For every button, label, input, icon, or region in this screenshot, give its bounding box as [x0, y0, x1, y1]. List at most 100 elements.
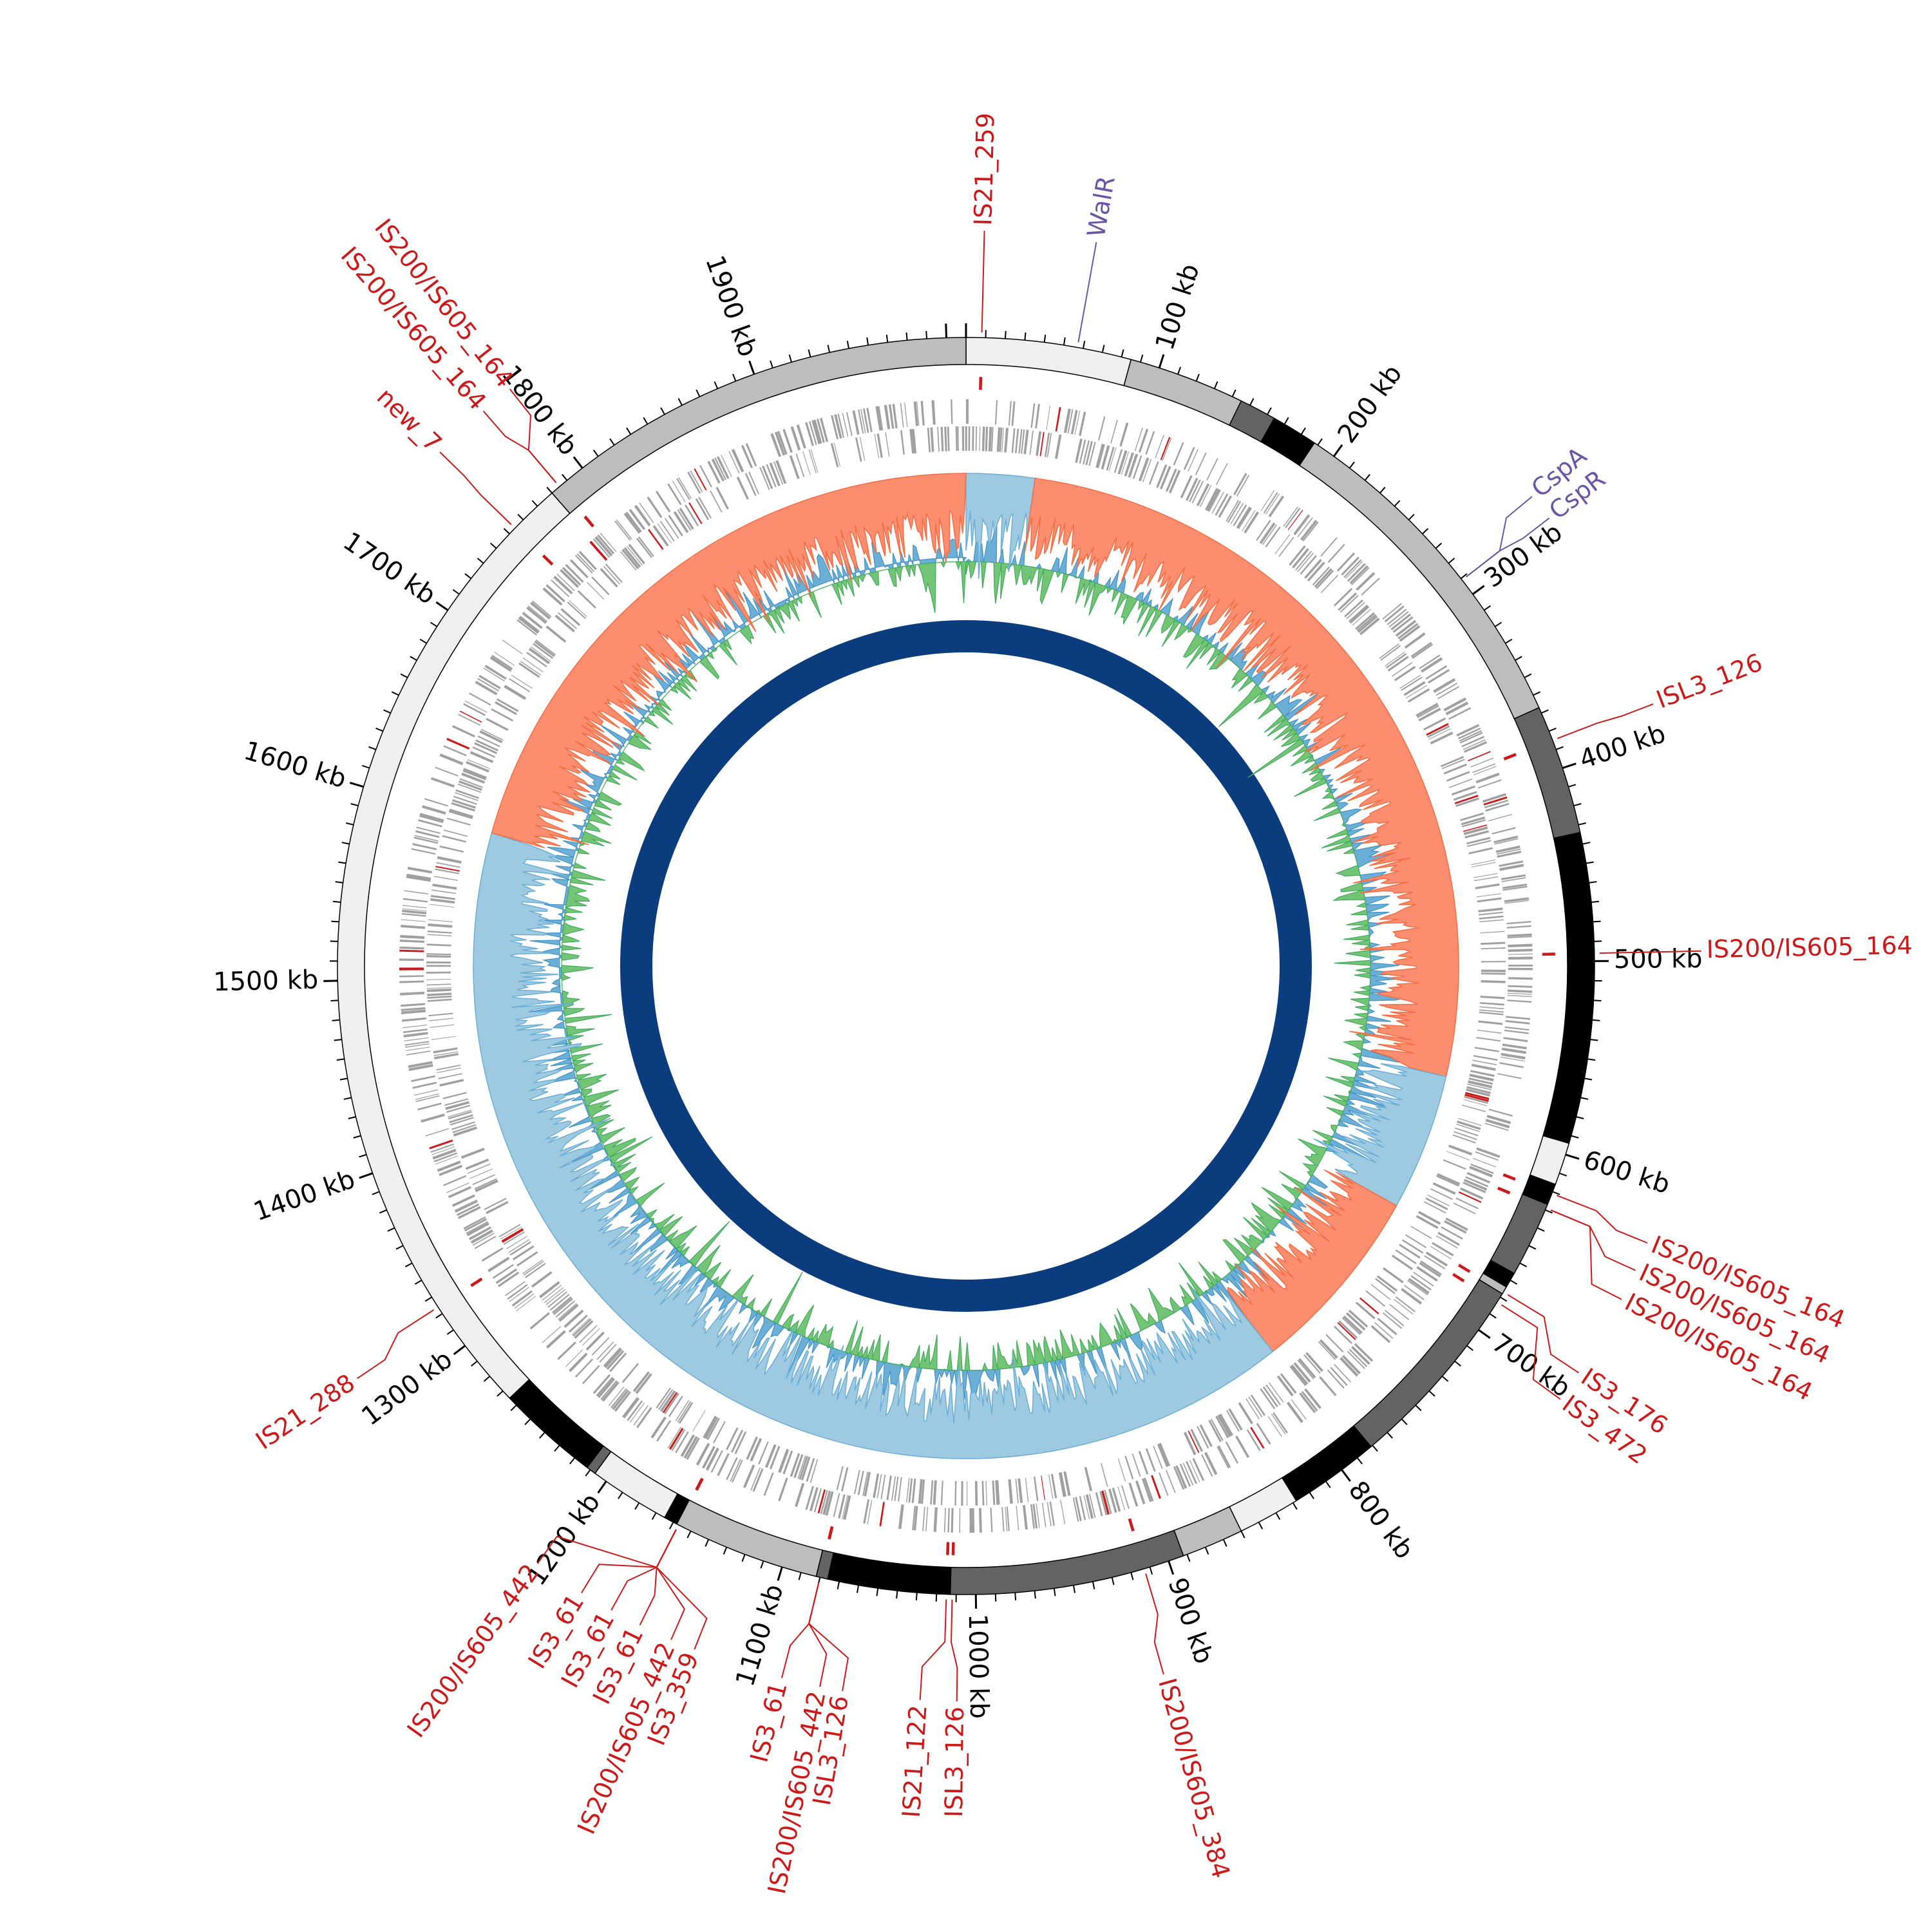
gene-feature: [732, 1459, 743, 1483]
gene-feature: [558, 1303, 579, 1322]
gene-feature: [469, 692, 491, 706]
gene-feature: [1481, 961, 1506, 963]
minor-tick: [414, 1280, 422, 1285]
gene-feature: [418, 819, 442, 828]
gene-feature: [604, 1348, 623, 1368]
minor-tick: [732, 374, 737, 382]
gene-feature: [427, 934, 452, 936]
gene-feature: [668, 1396, 683, 1417]
gene-feature: [399, 939, 424, 943]
gene-feature: [569, 559, 589, 578]
gene-feature: [1500, 1056, 1525, 1062]
gene-feature: [1455, 1197, 1479, 1209]
gene-feature: [853, 1470, 860, 1495]
gene-feature: [876, 433, 883, 459]
gene-feature: [1083, 1495, 1090, 1520]
gene-feature: [533, 643, 554, 659]
is-element-marker: [583, 515, 594, 527]
minor-tick: [400, 673, 408, 679]
gene-feature: [1338, 592, 1358, 611]
is-element-marker: [1128, 1518, 1135, 1532]
gene-feature: [1075, 1497, 1082, 1522]
gene-feature: [1244, 511, 1260, 534]
minor-tick: [1541, 709, 1549, 714]
gene-feature: [426, 988, 451, 992]
gene-feature: [988, 426, 992, 451]
gene-feature: [972, 1508, 975, 1533]
minor-tick: [1578, 822, 1586, 826]
gene-feature: [892, 404, 898, 429]
gene-feature: [658, 1389, 674, 1410]
gene-feature: [1463, 826, 1488, 835]
gene-feature: [1263, 492, 1278, 514]
gene-feature: [878, 406, 884, 431]
gene-feature: [439, 1079, 464, 1087]
minor-tick: [1435, 542, 1443, 549]
gene-feature: [582, 1365, 600, 1385]
major-tick: [350, 781, 364, 788]
minor-tick: [464, 573, 472, 580]
minor-tick: [837, 1581, 840, 1589]
gene-feature: [959, 1508, 961, 1533]
gene-feature: [1004, 428, 1009, 453]
gene-feature: [1455, 797, 1480, 808]
minor-tick: [1584, 1077, 1593, 1081]
gene-feature: [1426, 723, 1449, 736]
gene-feature: [1499, 1062, 1524, 1068]
gene-feature: [1388, 611, 1409, 628]
minor-tick: [770, 360, 773, 368]
gene-feature: [433, 875, 459, 881]
gene-feature: [1474, 1046, 1499, 1052]
gene-feature: [439, 753, 464, 766]
gene-feature: [1501, 877, 1526, 882]
gene-feature: [1459, 812, 1484, 822]
gene-feature: [1476, 893, 1501, 898]
gene-feature: [562, 567, 582, 586]
gene-feature: [426, 987, 451, 989]
gene-feature: [1079, 1495, 1086, 1520]
minor-tick: [1586, 861, 1594, 864]
gene-feature: [862, 1472, 869, 1496]
gene-feature: [1246, 1429, 1261, 1451]
gene-feature: [1297, 553, 1314, 573]
gene-feature: [1437, 686, 1460, 699]
is-element-marker: [946, 1542, 950, 1555]
gene-feature: [1349, 604, 1369, 623]
gene-feature: [800, 1456, 811, 1481]
gene-feature: [793, 1454, 804, 1479]
gene-feature: [1117, 1458, 1126, 1482]
gene-feature: [1502, 886, 1528, 891]
gene-feature: [1159, 1472, 1169, 1496]
gene-feature: [400, 934, 425, 940]
gene-feature: [1394, 665, 1416, 681]
gene-feature: [399, 958, 424, 961]
gene-feature: [770, 433, 782, 457]
gene-feature: [678, 1402, 694, 1424]
gene-feature: [1430, 1245, 1452, 1260]
gene-feature: [427, 931, 452, 934]
gene-feature: [750, 1467, 761, 1491]
gene-feature: [415, 1093, 439, 1100]
minor-tick: [609, 438, 615, 446]
gene-feature: [876, 1474, 882, 1499]
gene-feature: [633, 1405, 649, 1426]
gene-feature: [1260, 490, 1275, 511]
gene-feature: [1101, 1463, 1108, 1487]
minor-tick: [1130, 1572, 1134, 1580]
gene-feature: [808, 421, 817, 446]
gene-feature: [1344, 599, 1363, 618]
gene-feature: [965, 426, 967, 451]
is-element-marker: [951, 1542, 955, 1555]
minor-tick: [1573, 803, 1582, 807]
gene-feature: [728, 451, 740, 474]
minor-tick: [477, 558, 484, 564]
gene-feature: [1355, 1302, 1376, 1320]
gene-feature: [954, 1481, 957, 1506]
minor-tick: [1292, 1502, 1298, 1510]
gene-feature: [599, 1343, 617, 1363]
gene-feature: [405, 1043, 430, 1048]
gene-feature: [616, 519, 632, 540]
gene-feature: [1389, 1303, 1410, 1320]
gene-feature: [1314, 568, 1332, 588]
gene-feature: [1417, 705, 1439, 719]
